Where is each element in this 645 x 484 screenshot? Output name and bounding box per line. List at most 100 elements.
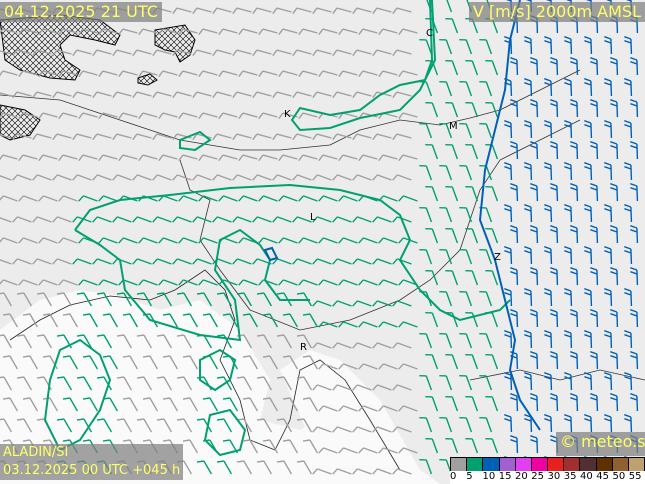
wind-barb (332, 342, 352, 349)
field-label: V [m/s] 2000m AMSL (468, 2, 645, 22)
wind-barb (479, 417, 493, 433)
wind-barb (604, 36, 613, 55)
copyright: © meteo.si (556, 432, 645, 456)
sea-area-east (280, 350, 440, 484)
wind-barb (182, 355, 199, 370)
wind-barb (479, 291, 493, 307)
wind-barb (222, 397, 239, 412)
wind-barb (504, 120, 513, 139)
wind-barb (610, 141, 619, 160)
wind-barb (550, 309, 559, 328)
wind-barb (0, 334, 13, 349)
wind-barb (544, 372, 553, 391)
wind-barb (318, 237, 338, 244)
wind-barb (132, 216, 152, 223)
wind-barb (332, 91, 352, 99)
wind-barb (178, 154, 198, 162)
wind-barb (570, 141, 579, 160)
wind-barb (82, 355, 99, 370)
isotach-5 (290, 0, 437, 132)
wind-barb (112, 49, 132, 57)
wind-barb (550, 183, 559, 202)
below-ground-area (0, 14, 121, 81)
wind-barb (178, 195, 198, 202)
wind-barb (372, 49, 392, 57)
color-legend: 0 5 10 15 20 25 30 35 40 45 50 55 (450, 457, 645, 484)
legend-swatch (450, 458, 468, 471)
wind-barb (459, 123, 473, 139)
legend-swatch (612, 458, 629, 471)
wind-barb (258, 70, 278, 78)
wind-barb (564, 414, 573, 433)
wind-barb (479, 249, 493, 265)
wind-barb (358, 237, 378, 244)
wind-barb (218, 195, 238, 202)
wind-barb (465, 438, 479, 454)
wind-barb (524, 414, 533, 433)
wind-barb (510, 309, 519, 328)
wind-barb (212, 174, 232, 181)
wind-barb (298, 154, 318, 162)
wind-barb (98, 154, 118, 162)
wind-barb (570, 309, 579, 328)
wind-barb (278, 237, 298, 244)
wind-barb (524, 246, 533, 265)
wind-barb (439, 291, 453, 307)
wind-barb (419, 39, 433, 55)
wind-barb (439, 249, 453, 265)
wind-barb (102, 355, 119, 370)
wind-barb (56, 292, 73, 307)
wind-barb (459, 291, 473, 307)
wind-barb (392, 426, 412, 433)
wind-barb (610, 267, 619, 286)
wind-barb (419, 165, 433, 181)
wind-barb (136, 334, 153, 349)
wind-barb (604, 120, 613, 139)
wind-barb (378, 279, 398, 286)
wind-barb (630, 141, 639, 160)
wind-barb (296, 460, 313, 475)
wind-barb (425, 102, 439, 118)
wind-barb (52, 49, 72, 57)
wind-barb (16, 418, 33, 433)
wind-barb (232, 258, 252, 265)
wind-barb (584, 372, 593, 391)
wind-barb (544, 162, 553, 181)
wind-barb (318, 70, 338, 78)
wind-barb (152, 216, 172, 223)
wind-barb (338, 195, 358, 202)
wind-barb (218, 70, 238, 78)
wind-barb (32, 258, 52, 265)
wind-barb (445, 102, 459, 118)
wind-barb (38, 154, 58, 162)
wind-barb (172, 91, 192, 99)
wind-barb (318, 195, 338, 202)
wind-barb (332, 300, 352, 307)
wind-barb (584, 414, 593, 433)
wind-barb (198, 237, 218, 244)
wind-barb (22, 397, 39, 412)
legend-tick: 5 (466, 471, 473, 482)
wind-barb (378, 363, 398, 370)
wind-barb (278, 279, 298, 286)
wind-barb (2, 313, 19, 328)
wind-barb (392, 133, 412, 141)
wind-barb (132, 91, 152, 99)
wind-barb (178, 70, 198, 78)
wind-barb (530, 141, 539, 160)
wind-barb (16, 334, 33, 349)
wind-barb (82, 313, 99, 328)
border (179, 119, 581, 331)
wind-barb (590, 393, 599, 412)
wind-barb (372, 384, 392, 391)
wind-barb (92, 133, 112, 141)
wind-barb (524, 78, 533, 97)
wind-barb (42, 313, 59, 328)
wind-barb (610, 183, 619, 202)
wind-barb (72, 216, 92, 223)
wind-barb (504, 414, 513, 433)
legend-swatch (564, 458, 581, 471)
wind-barb (118, 154, 138, 162)
isotach-5 (74, 228, 310, 342)
wind-barb (445, 228, 459, 244)
